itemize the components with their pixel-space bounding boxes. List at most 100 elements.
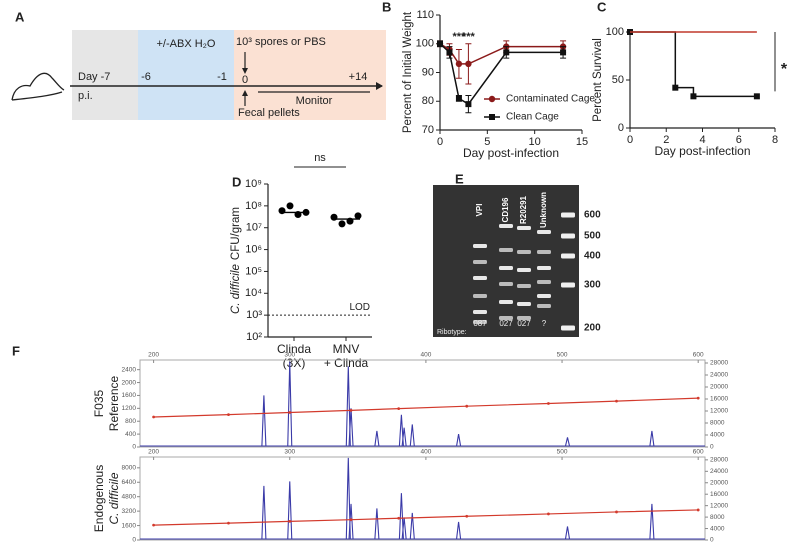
panel-label: A xyxy=(15,9,25,24)
timeline: +/-ABX H₂O 10³ spores or PBS Day -7 p.i.… xyxy=(11,30,386,120)
peak xyxy=(374,430,380,447)
panel-label: F xyxy=(12,343,20,358)
x-tick-label: 500 xyxy=(557,352,568,359)
marker xyxy=(488,95,496,103)
y-tick-label: 8000 xyxy=(122,465,137,472)
peak xyxy=(564,437,571,447)
y2-tick-label: 4000 xyxy=(710,432,725,439)
size-standard-point xyxy=(152,415,156,419)
x-tick-label: 300 xyxy=(284,449,295,456)
size-standard-point xyxy=(615,510,618,514)
marker xyxy=(437,40,443,47)
ladder-band xyxy=(561,325,575,331)
y2-tick-label: 8000 xyxy=(710,514,725,521)
y2-tick-label: 24000 xyxy=(710,372,728,379)
y2-tick-label: 16000 xyxy=(710,491,728,498)
y2-tick-label: 12000 xyxy=(710,408,728,415)
data-point xyxy=(354,212,362,220)
ladder-label: 500 xyxy=(584,231,601,242)
y-tick-label: 10⁴ xyxy=(245,287,262,299)
lane-label: R20291 xyxy=(519,195,528,224)
size-standard-point xyxy=(227,521,230,525)
marker xyxy=(465,60,472,68)
y-tick-label: 10⁵ xyxy=(245,265,262,277)
gel-band xyxy=(499,300,513,304)
peak xyxy=(287,481,293,540)
y2-tick-label: 28000 xyxy=(710,457,728,464)
lod-label: LOD xyxy=(349,302,370,313)
gel-band xyxy=(517,284,531,288)
y-axis-label-text: Percent Survival xyxy=(592,38,604,122)
x-tick-label: 0 xyxy=(627,134,633,146)
ribotype-title: Ribotype: xyxy=(437,329,467,336)
category-label: + Clinda xyxy=(324,356,369,370)
infection-period xyxy=(234,30,386,120)
gel-band xyxy=(537,280,551,284)
y-axis-label: Endogenous xyxy=(92,465,106,532)
x-axis-label: Day post-infection xyxy=(463,146,559,160)
gel-band xyxy=(537,230,551,234)
marker xyxy=(753,93,760,100)
data-point xyxy=(278,207,286,215)
category-label: MNV xyxy=(333,342,360,356)
y-axis-label-italic: C. difficile xyxy=(230,264,242,314)
y-tick-label: 2000 xyxy=(122,379,137,386)
y-tick-label: 100 xyxy=(416,38,434,50)
category-label: Clinda xyxy=(277,342,311,356)
y-tick-label: 110 xyxy=(416,9,434,21)
significance-label: * xyxy=(781,61,788,78)
size-standard-point xyxy=(349,409,353,412)
sampling-label: Fecal pellets xyxy=(238,107,300,119)
size-standard-point xyxy=(152,523,156,527)
marker xyxy=(455,95,462,102)
y2-tick-label: 12000 xyxy=(710,502,728,509)
y-tick-label: 0 xyxy=(132,444,136,451)
marker xyxy=(672,84,679,91)
peak xyxy=(345,457,351,540)
gel-band xyxy=(537,304,551,308)
x-tick-label: 15 xyxy=(576,136,588,148)
peak xyxy=(398,493,404,540)
y-tick-label: 10⁷ xyxy=(246,222,262,234)
y2-tick-label: 4000 xyxy=(710,525,725,532)
panel-label: E xyxy=(455,171,464,186)
gel-band xyxy=(517,268,531,272)
y2-tick-label: 20000 xyxy=(710,384,728,391)
day-label: Day -7 xyxy=(78,71,110,83)
x-tick-label: 2 xyxy=(663,134,669,146)
arrowhead xyxy=(242,68,248,74)
lane-label: Unknown xyxy=(539,192,548,228)
size-standard-point xyxy=(696,508,700,512)
gel-image xyxy=(433,185,579,337)
y-axis-label: C. difficile CFU/gram xyxy=(230,207,242,314)
pre-period xyxy=(72,30,138,120)
gel-band xyxy=(499,248,513,252)
mouse-icon xyxy=(11,72,65,101)
x-tick-label: 300 xyxy=(284,352,295,359)
gel-band xyxy=(473,260,487,264)
peak xyxy=(287,361,293,447)
pi-label: p.i. xyxy=(78,90,93,102)
marker xyxy=(690,93,697,100)
size-standard-point xyxy=(547,402,550,405)
significance-label: *** xyxy=(462,31,476,43)
inoculum-label: 10³ spores or PBS xyxy=(236,36,326,48)
gel-band xyxy=(517,302,531,306)
peak xyxy=(649,503,655,540)
mouse-icon-base xyxy=(11,91,63,101)
y-axis-label: Percent of Initial Weight xyxy=(402,11,414,133)
gel-band xyxy=(473,294,487,298)
panel-label: B xyxy=(382,0,391,14)
size-standard-point xyxy=(465,404,469,408)
y-tick-label: 50 xyxy=(612,74,624,86)
x-tick-label: 500 xyxy=(557,449,568,456)
gel-band xyxy=(517,316,531,320)
lane-label: VPI xyxy=(475,204,484,217)
gel-band xyxy=(473,244,487,248)
x-tick-label: 4 xyxy=(699,134,705,146)
size-standard-point xyxy=(288,411,292,414)
panel-label: D xyxy=(232,174,241,189)
y-tick-label: 90 xyxy=(422,66,434,78)
ladder-label: 600 xyxy=(584,210,601,221)
